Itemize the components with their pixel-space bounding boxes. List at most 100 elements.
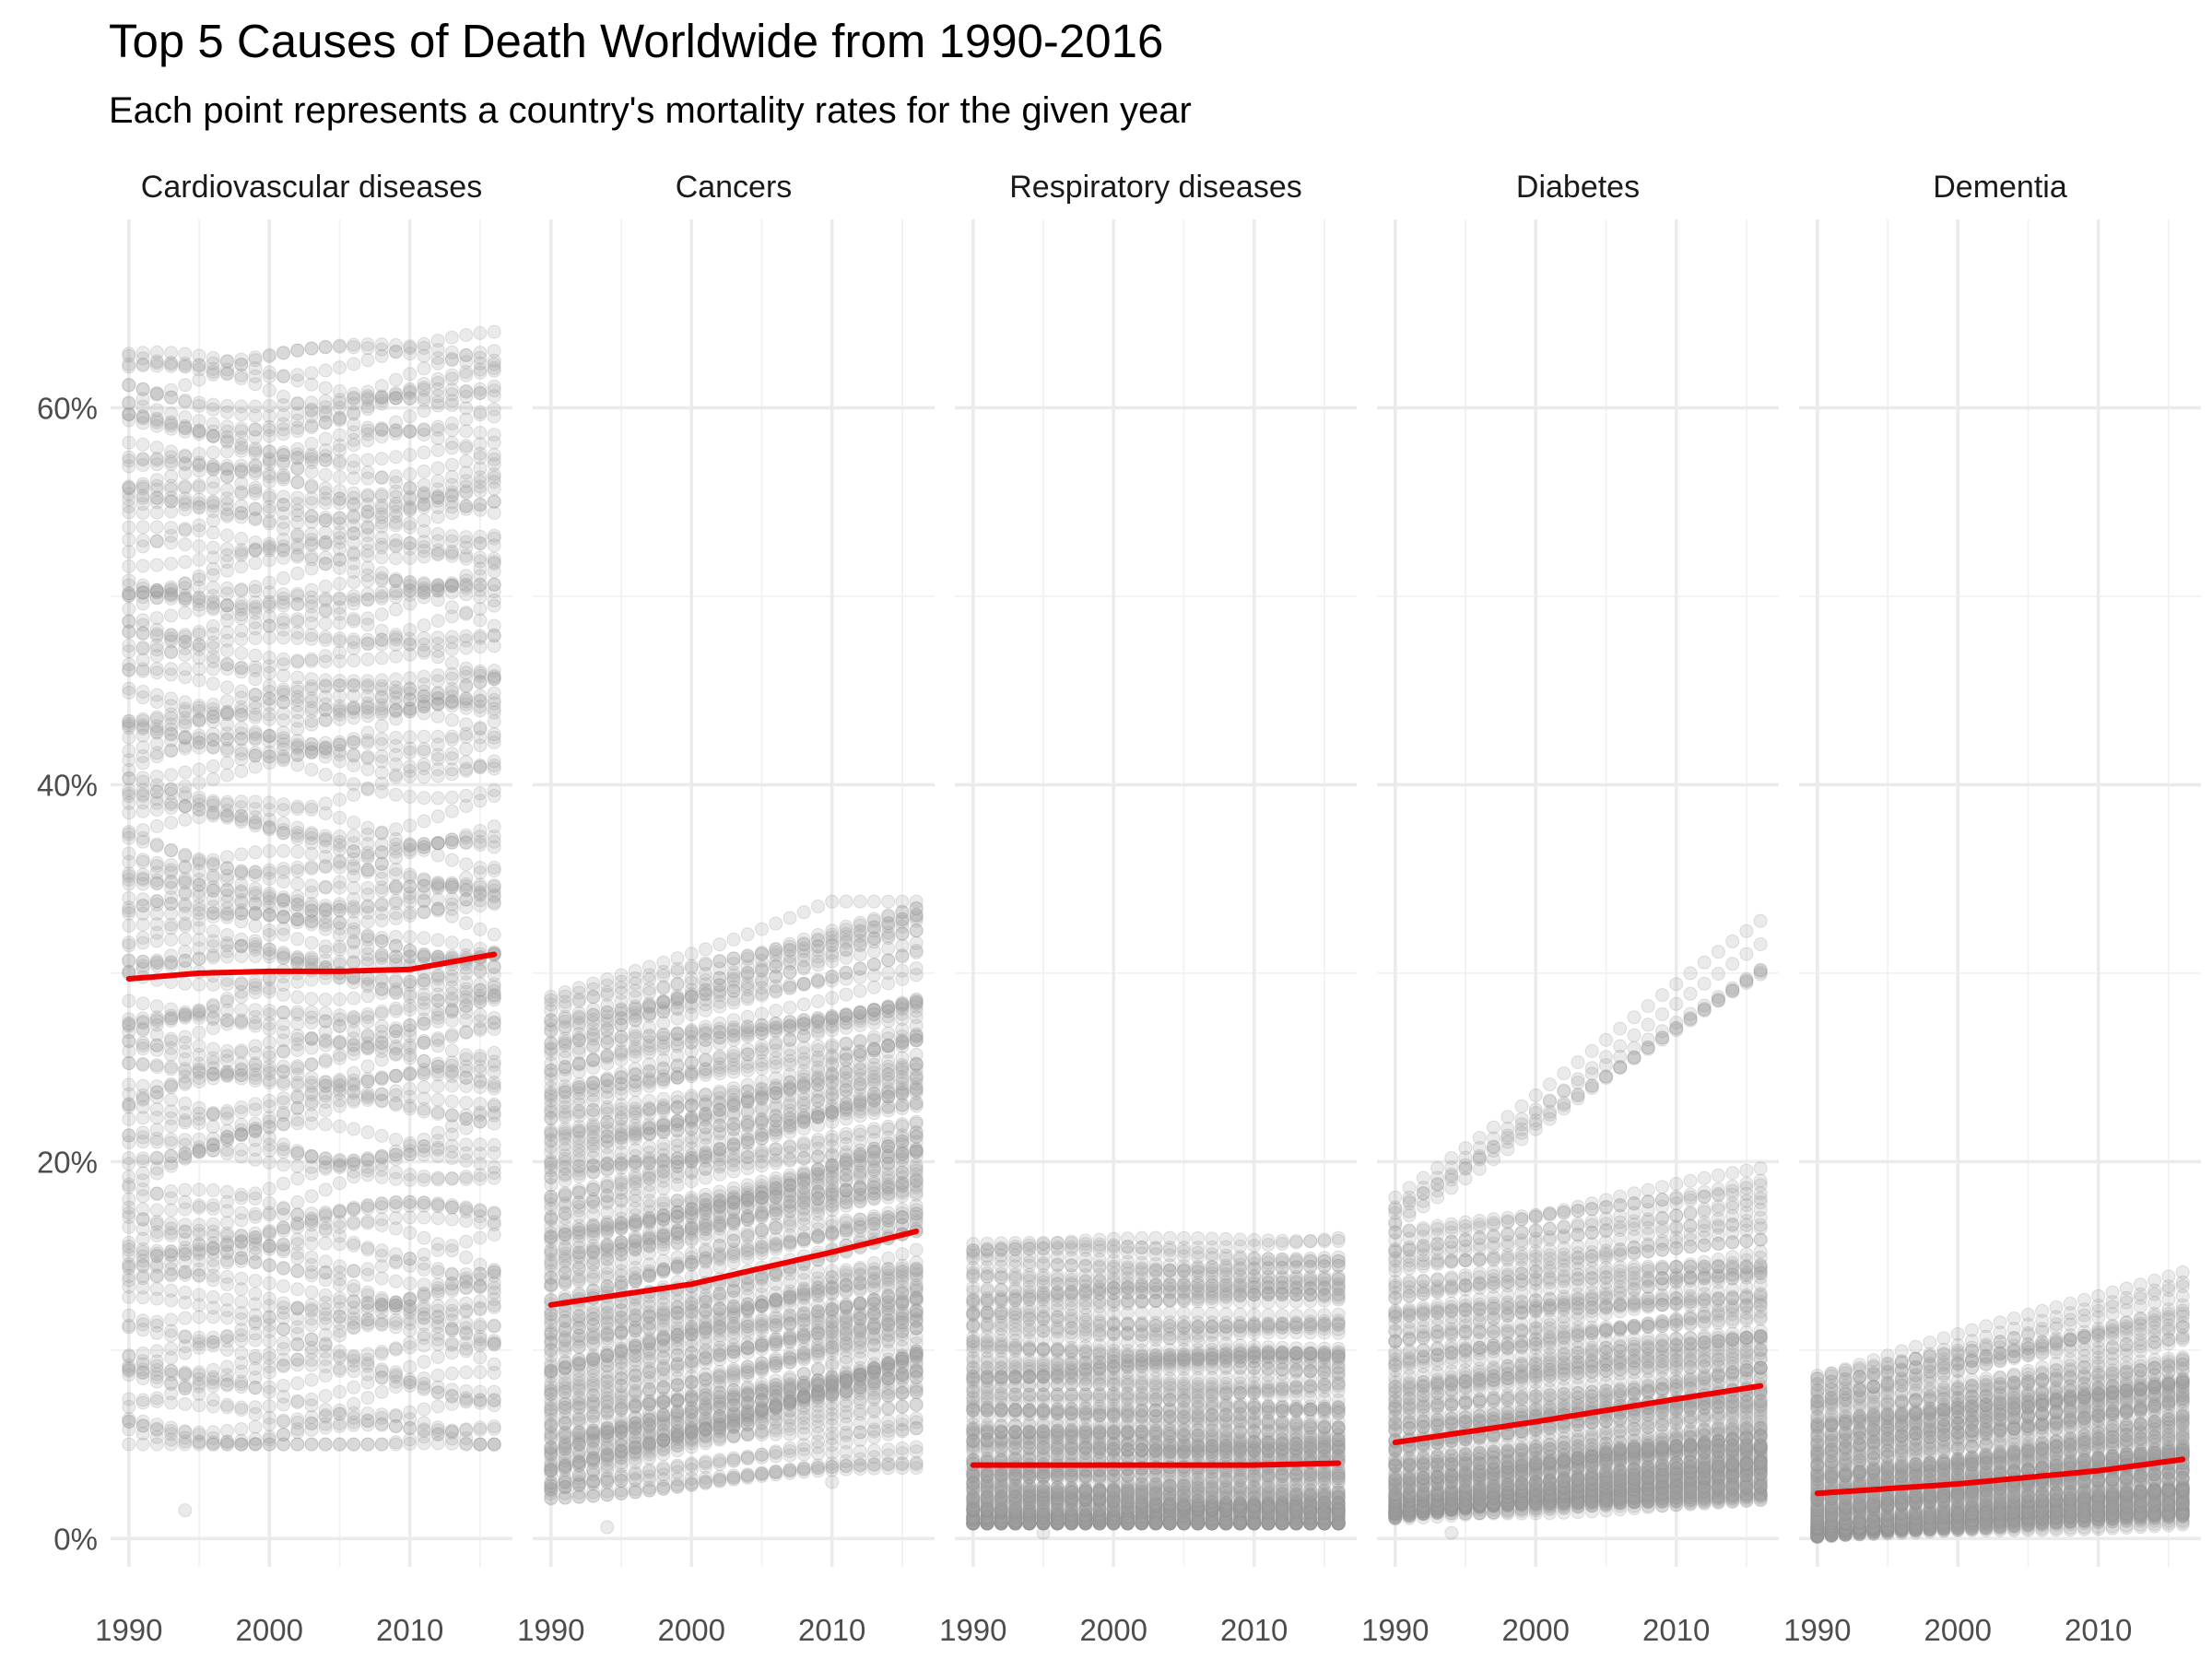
data-point bbox=[444, 732, 459, 747]
data-point bbox=[853, 1444, 867, 1459]
data-point bbox=[135, 520, 150, 535]
data-point bbox=[234, 1328, 249, 1343]
data-point bbox=[149, 482, 164, 497]
data-point bbox=[473, 964, 488, 979]
data-point bbox=[262, 678, 276, 693]
data-point bbox=[473, 1300, 488, 1315]
data-point bbox=[206, 627, 220, 641]
data-point bbox=[192, 553, 206, 567]
data-point bbox=[276, 1428, 290, 1442]
data-point bbox=[389, 573, 403, 588]
data-point bbox=[220, 1329, 234, 1344]
data-point bbox=[571, 1416, 586, 1430]
data-point bbox=[347, 700, 361, 714]
data-point bbox=[290, 566, 305, 581]
data-point bbox=[684, 1458, 699, 1473]
data-point bbox=[149, 1418, 164, 1432]
data-point bbox=[360, 1007, 375, 1021]
data-point bbox=[234, 1206, 249, 1220]
data-point bbox=[164, 1437, 179, 1452]
data-point bbox=[487, 557, 501, 571]
data-point bbox=[459, 1121, 474, 1135]
data-point bbox=[487, 686, 501, 700]
data-point bbox=[473, 529, 488, 544]
data-point bbox=[487, 895, 501, 910]
data-point bbox=[192, 1365, 206, 1380]
data-point bbox=[459, 424, 474, 439]
data-point bbox=[628, 1397, 642, 1412]
data-point bbox=[430, 614, 445, 629]
data-point bbox=[262, 728, 276, 743]
data-point bbox=[304, 904, 319, 918]
data-point bbox=[234, 1380, 249, 1394]
data-point bbox=[444, 712, 459, 727]
data-point bbox=[178, 1437, 193, 1452]
data-point bbox=[318, 673, 333, 688]
data-point bbox=[135, 585, 150, 600]
data-point bbox=[459, 788, 474, 803]
data-point bbox=[347, 1009, 361, 1024]
data-point bbox=[234, 747, 249, 761]
data-point bbox=[318, 1409, 333, 1424]
data-point bbox=[487, 1166, 501, 1181]
data-point bbox=[248, 688, 263, 702]
data-point bbox=[135, 506, 150, 520]
data-point bbox=[290, 343, 305, 358]
data-point bbox=[389, 938, 403, 953]
data-point bbox=[234, 684, 249, 699]
data-point bbox=[304, 1304, 319, 1318]
data-point bbox=[220, 354, 234, 369]
data-point bbox=[347, 945, 361, 959]
data-point bbox=[164, 955, 179, 970]
data-point bbox=[122, 1200, 136, 1215]
data-point bbox=[276, 1137, 290, 1152]
data-point bbox=[430, 1349, 445, 1364]
data-point bbox=[403, 943, 418, 958]
data-point bbox=[347, 674, 361, 688]
data-point bbox=[389, 879, 403, 894]
data-point bbox=[360, 504, 375, 519]
data-point bbox=[459, 742, 474, 757]
data-point bbox=[430, 461, 445, 476]
data-point bbox=[248, 707, 263, 722]
data-point bbox=[276, 1261, 290, 1276]
data-point bbox=[417, 361, 431, 376]
data-point bbox=[347, 564, 361, 579]
data-point bbox=[318, 939, 333, 954]
data-point bbox=[459, 1048, 474, 1063]
data-point bbox=[333, 674, 347, 688]
data-point bbox=[149, 611, 164, 626]
data-point bbox=[347, 653, 361, 668]
data-point bbox=[444, 1030, 459, 1044]
data-point bbox=[290, 1207, 305, 1222]
data-point bbox=[262, 1291, 276, 1306]
data-point bbox=[333, 470, 347, 485]
data-point bbox=[276, 1322, 290, 1336]
data-point bbox=[318, 1221, 333, 1236]
data-point bbox=[262, 1351, 276, 1365]
data-point bbox=[417, 445, 431, 460]
data-point bbox=[333, 902, 347, 917]
data-point bbox=[276, 1238, 290, 1253]
data-point bbox=[164, 1244, 179, 1259]
data-point bbox=[459, 1344, 474, 1359]
data-point bbox=[444, 1078, 459, 1093]
data-point bbox=[220, 1043, 234, 1058]
data-point bbox=[178, 502, 193, 517]
data-point bbox=[149, 1123, 164, 1137]
data-point bbox=[389, 469, 403, 484]
data-point bbox=[290, 625, 305, 640]
data-point bbox=[347, 337, 361, 352]
data-point bbox=[276, 749, 290, 764]
data-point bbox=[178, 1286, 193, 1300]
data-point bbox=[360, 865, 375, 879]
data-point bbox=[318, 394, 333, 408]
data-point bbox=[487, 864, 501, 878]
data-point bbox=[290, 1416, 305, 1430]
data-point bbox=[866, 1402, 881, 1417]
data-point bbox=[192, 1003, 206, 1018]
data-point bbox=[135, 359, 150, 372]
data-point bbox=[825, 1375, 840, 1390]
data-point bbox=[360, 1285, 375, 1300]
